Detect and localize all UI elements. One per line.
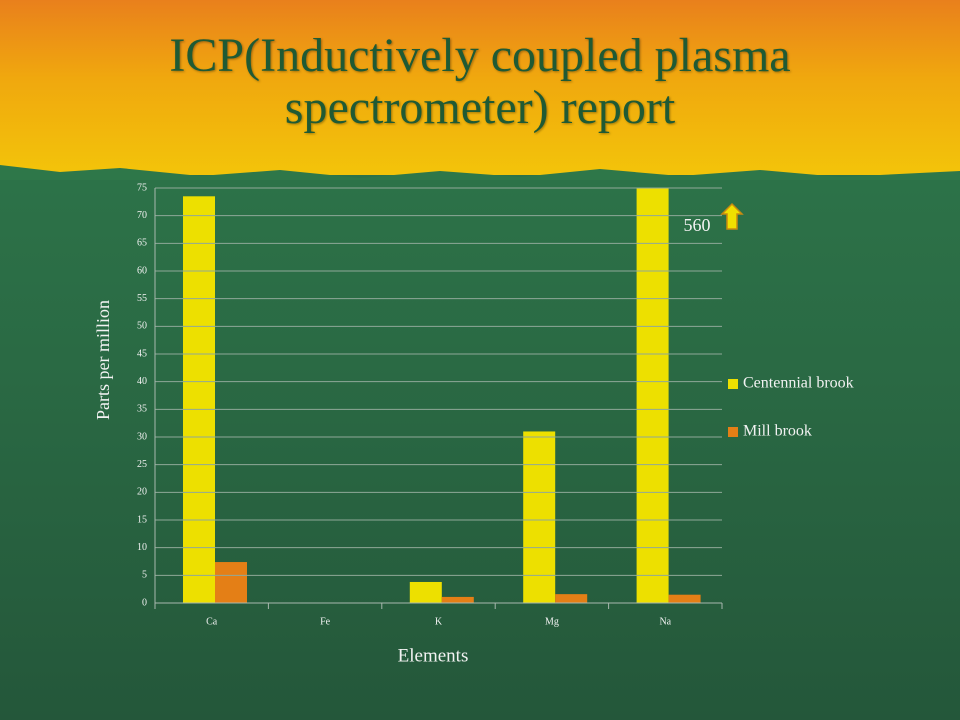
x-tick-label: Na (659, 616, 671, 627)
y-tick-label: 65 (137, 238, 147, 249)
legend-swatch (728, 379, 738, 389)
y-axis-label: Parts per million (93, 300, 113, 420)
y-tick-label: 55 (137, 293, 147, 304)
bar (555, 594, 588, 603)
bar (668, 594, 701, 603)
annotation: 560 (684, 215, 711, 235)
y-tick-label: 50 (137, 321, 147, 332)
y-tick-label: 40 (137, 376, 147, 387)
bar (215, 562, 247, 603)
annotation-arrow (720, 202, 744, 230)
y-tick-label: 75 (137, 182, 147, 193)
x-axis-label: Elements (398, 645, 469, 666)
header-band (0, 0, 960, 175)
y-tick-label: 0 (142, 597, 147, 608)
y-tick-label: 60 (137, 265, 147, 276)
bar (409, 581, 442, 603)
y-tick-label: 10 (137, 542, 147, 553)
y-tick-label: 15 (137, 514, 147, 525)
bar (441, 596, 474, 603)
y-tick-label: 25 (137, 459, 147, 470)
y-tick-label: 5 (142, 570, 147, 581)
x-tick-label: Fe (320, 616, 331, 627)
y-tick-label: 70 (137, 210, 147, 221)
bar (523, 431, 556, 603)
y-tick-label: 35 (137, 404, 147, 415)
legend-label: Centennial brook (743, 375, 854, 392)
x-tick-label: Ca (206, 616, 218, 627)
plot-area (183, 188, 701, 603)
slide-title: ICP(Inductively coupled plasma spectrome… (169, 29, 791, 134)
x-tick-label: Mg (545, 616, 559, 627)
y-tick-label: 30 (137, 431, 147, 442)
legend-label: Mill brook (743, 423, 812, 440)
y-tick-label: 20 (137, 487, 147, 498)
y-tick-label: 45 (137, 348, 147, 359)
legend-swatch (728, 427, 738, 437)
bar (636, 188, 669, 603)
bar (183, 196, 215, 603)
x-tick-label: K (435, 616, 443, 627)
